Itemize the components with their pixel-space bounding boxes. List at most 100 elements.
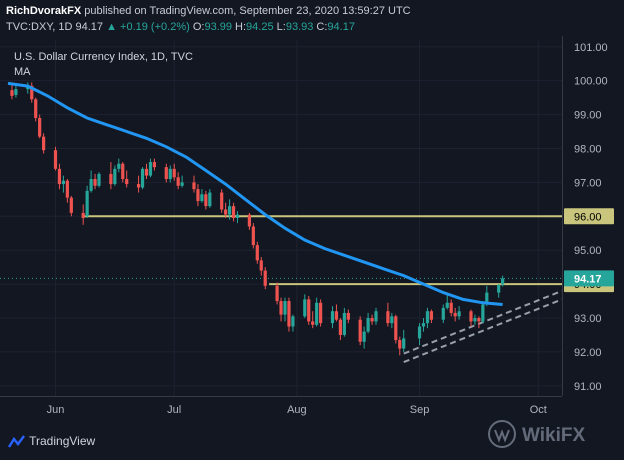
- price-tick-label: 91.00: [574, 381, 602, 393]
- candle-body: [81, 212, 85, 218]
- symbol-label[interactable]: TVC:DXY, 1D: [6, 21, 73, 33]
- tradingview-icon: [7, 435, 25, 448]
- price-tick-label: 99.00: [574, 110, 602, 122]
- time-tick-label: Jun: [47, 404, 65, 416]
- candle-body: [390, 316, 394, 324]
- candle-body: [42, 136, 46, 151]
- price-axis[interactable]: 101.00 100.00 99.00 98.00 97.00 96.00 95.00 94.…: [562, 36, 615, 396]
- candle-body: [144, 168, 149, 176]
- price-chart[interactable]: 101.00 100.00 99.00 98.00 97.00 96.00 95.00 94.…: [0, 36, 624, 434]
- candle-body: [255, 245, 259, 261]
- candle-body: [263, 270, 267, 286]
- candle-body: [457, 311, 461, 317]
- author-name[interactable]: RichDvorakFX: [6, 5, 82, 17]
- candle-body: [117, 163, 121, 169]
- candle-body: [374, 311, 378, 322]
- candle-body: [291, 316, 295, 327]
- close-label: C:: [316, 21, 328, 33]
- level-price-tag: [564, 208, 614, 225]
- candle-body: [307, 299, 311, 322]
- candle-body: [370, 318, 374, 322]
- publish-line: RichDvorakFX published on TradingView.co…: [6, 5, 411, 17]
- price-tick-label: 97.00: [574, 177, 602, 189]
- candle-body: [429, 311, 434, 320]
- candle-body: [362, 331, 366, 342]
- last-price-label: 94.17: [574, 273, 602, 285]
- candle-body: [220, 192, 224, 210]
- candle-body: [319, 302, 323, 324]
- candle-body: [251, 226, 255, 246]
- candle-body: [279, 301, 283, 315]
- candle-body: [34, 99, 38, 118]
- candle-body: [192, 182, 196, 190]
- time-axis[interactable]: Jun Jul Aug Sep Oct: [0, 396, 562, 417]
- candle-body: [473, 318, 477, 322]
- candle-body: [417, 326, 422, 339]
- candle-body: [275, 285, 279, 302]
- candle-body: [196, 189, 200, 202]
- price-tick-label: 93.00: [574, 313, 602, 325]
- last-price-tag: [564, 270, 614, 287]
- candle-body: [97, 173, 101, 186]
- candle-body: [93, 179, 97, 186]
- time-tick-label: Oct: [530, 404, 547, 416]
- candle-body: [497, 284, 501, 293]
- high-value: 94.25: [246, 21, 274, 33]
- tradingview-logo[interactable]: TradingView: [7, 434, 95, 452]
- candle-body: [89, 179, 93, 191]
- candle-body: [85, 190, 89, 217]
- candle-body: [152, 162, 157, 168]
- ma-legend: MA: [14, 66, 31, 78]
- candle-body: [14, 89, 18, 95]
- candle-body: [501, 278, 505, 285]
- candle-body: [425, 311, 430, 324]
- candle-body: [57, 168, 62, 185]
- candle-body: [334, 311, 339, 320]
- candle-body: [330, 311, 335, 324]
- ohlc-line: TVC:DXY, 1D 94.17 ▲ +0.19 (+0.2%) O:93.9…: [6, 21, 355, 33]
- candle-body: [287, 301, 291, 327]
- chart-header: RichDvorakFX published on TradingView.co…: [0, 0, 624, 36]
- candle-body: [453, 312, 457, 317]
- candle-body: [180, 182, 184, 186]
- candle-body: [109, 173, 113, 185]
- candle-body: [469, 311, 473, 322]
- candle-body: [311, 321, 315, 325]
- candle-body: [113, 168, 117, 185]
- candle-body: [10, 90, 14, 96]
- last-price-header: 94.17: [75, 21, 104, 33]
- candle-body: [231, 206, 236, 218]
- candle-body: [168, 168, 172, 180]
- candle-body: [224, 209, 228, 215]
- candle-body: [69, 197, 73, 213]
- candle-body: [386, 311, 390, 324]
- candle-body: [61, 180, 65, 185]
- candle-body: [148, 162, 153, 176]
- candle-body: [402, 338, 406, 349]
- high-label: H:: [235, 21, 247, 33]
- price-tick-label: 95.00: [574, 245, 602, 257]
- candle-body: [338, 319, 342, 335]
- candle-body: [65, 180, 69, 198]
- candle-body: [125, 179, 129, 185]
- price-tick-label: 100.00: [574, 76, 608, 88]
- candle-body: [283, 301, 287, 315]
- candle-body: [176, 177, 180, 186]
- candle-body: [235, 214, 240, 218]
- candle-body: [204, 194, 208, 207]
- horizontal-levels: [0, 215, 562, 286]
- candle-body: [394, 316, 398, 341]
- price-tick-label: 101.00: [574, 42, 608, 54]
- candle-body: [247, 214, 251, 227]
- candle-body: [121, 163, 125, 180]
- candle-body: [140, 168, 145, 188]
- ma-line: [7, 81, 503, 306]
- candle-body: [259, 260, 263, 271]
- price-tick-label: 92.00: [574, 347, 602, 359]
- level-price-label: 96.00: [574, 211, 602, 223]
- candle-body: [315, 302, 319, 325]
- candle-body: [477, 318, 481, 322]
- candle-body: [398, 340, 402, 349]
- open-value: 93.99: [204, 21, 232, 33]
- channel-lower: [403, 298, 563, 364]
